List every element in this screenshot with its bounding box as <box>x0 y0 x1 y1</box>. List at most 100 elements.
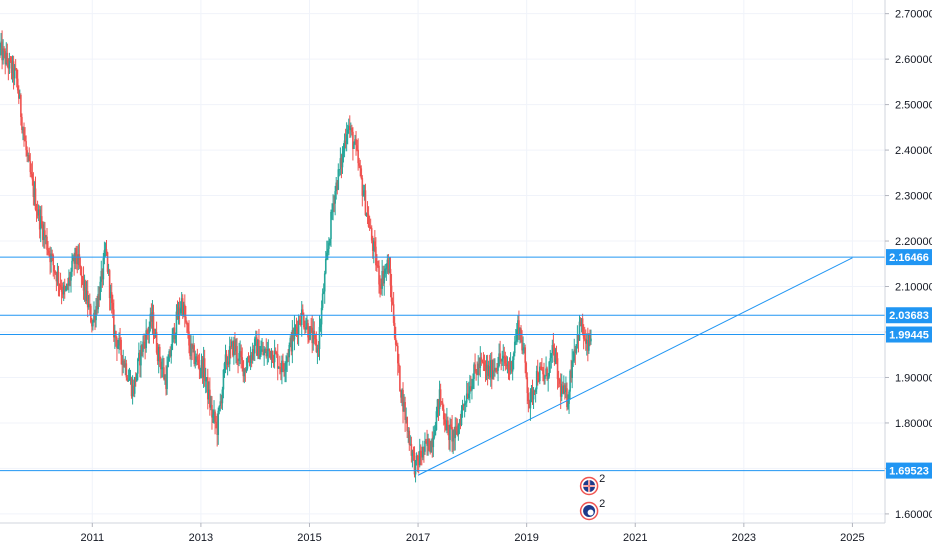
candle-body <box>295 327 298 329</box>
candle-body <box>360 168 363 179</box>
candle-down <box>248 355 251 367</box>
candle-up <box>138 342 140 362</box>
candle-body <box>346 129 349 135</box>
candle-body <box>171 335 174 351</box>
candle-up <box>167 354 169 368</box>
candle-up <box>529 388 532 421</box>
candle-body <box>568 391 570 404</box>
candle-body <box>170 350 173 357</box>
candle-up <box>573 338 576 363</box>
candle-body <box>261 349 263 351</box>
candle-body <box>499 353 501 360</box>
candle-body <box>571 361 573 379</box>
candle-body <box>308 337 310 340</box>
candle-body <box>541 369 543 371</box>
candle-body <box>196 356 199 360</box>
candle-body <box>5 52 8 65</box>
event-badges-layer[interactable]: 22 <box>579 473 606 521</box>
candle-up <box>446 407 448 434</box>
candle-down <box>423 446 425 463</box>
candle-body <box>213 411 215 415</box>
candle-body <box>545 368 547 376</box>
candle-body <box>509 361 512 371</box>
candle-up <box>567 394 569 410</box>
candle-up <box>294 324 297 336</box>
candle-body <box>123 360 126 367</box>
candle-up <box>289 335 292 348</box>
candle-body <box>38 209 41 230</box>
candle-down <box>152 304 155 344</box>
candle-body <box>71 260 73 272</box>
event-badge[interactable]: 2 <box>579 498 606 521</box>
price-tag: 1.69523 <box>886 462 932 479</box>
candle-body <box>525 362 528 378</box>
candle-body <box>49 253 51 263</box>
candle-body <box>402 389 404 412</box>
candle-body <box>66 283 68 290</box>
candle-down <box>566 382 568 411</box>
candle-up <box>550 352 553 369</box>
candle-body <box>164 377 166 380</box>
candle-down <box>553 343 556 366</box>
candle-body <box>142 341 144 352</box>
trend-line[interactable] <box>417 257 853 476</box>
candle-down <box>250 352 253 368</box>
candle-body <box>264 349 267 353</box>
candle-body <box>443 419 446 425</box>
candle-body <box>564 385 566 392</box>
candle-body <box>94 312 96 321</box>
time-axis[interactable]: 2011 2013 2015 2017 2019 2021 2023 2025 <box>80 523 865 544</box>
candle-down <box>445 413 447 431</box>
candle-down <box>524 344 526 374</box>
candle-down <box>364 183 367 217</box>
candle-down <box>7 58 10 81</box>
candle-body <box>372 241 375 251</box>
candle-body <box>408 430 411 445</box>
candle-up <box>166 356 168 395</box>
candle-up <box>246 356 249 371</box>
candle-body <box>504 356 507 364</box>
candle-down <box>557 370 560 388</box>
candle-up <box>506 356 509 374</box>
candle-body <box>273 350 276 363</box>
candle-up <box>27 152 29 163</box>
candle-body <box>416 455 419 461</box>
candle-up <box>286 352 288 372</box>
candle-up <box>405 407 407 424</box>
candle-up <box>517 315 519 343</box>
candle-up <box>572 351 575 368</box>
candle-body <box>441 402 444 410</box>
candle-body <box>81 276 84 278</box>
candle-up <box>210 395 212 411</box>
candle-down <box>203 349 206 387</box>
candle-body <box>235 346 237 352</box>
candle-up <box>571 348 573 389</box>
candle-body <box>258 340 260 359</box>
candle-up <box>194 350 197 369</box>
candle-body <box>256 337 258 356</box>
candle-up <box>460 405 463 427</box>
candle-up <box>401 388 403 407</box>
candle-up <box>83 274 86 302</box>
candle-body <box>484 364 487 371</box>
candle-body <box>220 401 223 404</box>
candle-up <box>92 319 94 331</box>
candle-body <box>62 285 65 295</box>
candle-down <box>51 249 54 262</box>
candle-up <box>548 361 551 379</box>
candle-body <box>283 368 285 371</box>
drawing-lines-layer[interactable] <box>0 256 885 476</box>
candle-body <box>243 368 246 377</box>
candle-up <box>2 39 4 65</box>
candle-up <box>568 389 570 414</box>
candle-down <box>94 309 96 331</box>
candle-body <box>419 450 422 457</box>
candle-down <box>197 354 200 369</box>
candle-body <box>1 41 3 61</box>
candle-down <box>587 327 589 362</box>
event-badge[interactable]: 2 <box>579 473 606 496</box>
candle-down <box>462 403 465 411</box>
price-tags-layer: 2.16466 2.03683 1.99445 1.69523 <box>886 249 932 479</box>
candle-up <box>219 393 222 412</box>
candle-down <box>390 274 393 313</box>
